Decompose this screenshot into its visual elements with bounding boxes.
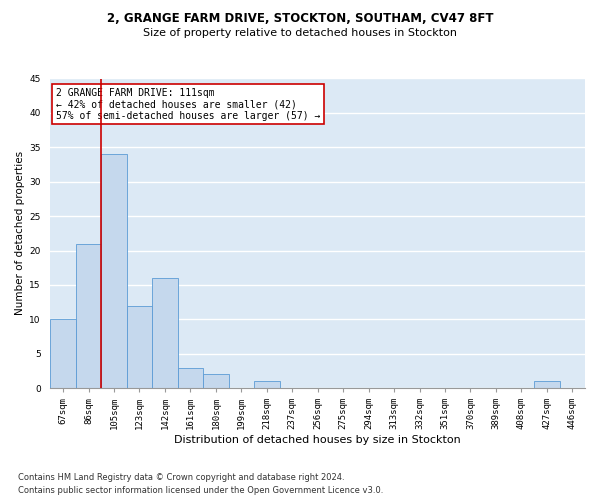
Bar [534,382,560,388]
Bar [254,382,280,388]
Text: Contains public sector information licensed under the Open Government Licence v3: Contains public sector information licen… [18,486,383,495]
Bar [50,320,76,388]
Bar [76,244,101,388]
Bar [101,154,127,388]
Text: Contains HM Land Registry data © Crown copyright and database right 2024.: Contains HM Land Registry data © Crown c… [18,474,344,482]
Text: 2 GRANGE FARM DRIVE: 111sqm
← 42% of detached houses are smaller (42)
57% of sem: 2 GRANGE FARM DRIVE: 111sqm ← 42% of det… [56,88,320,121]
Y-axis label: Number of detached properties: Number of detached properties [15,152,25,316]
Text: Size of property relative to detached houses in Stockton: Size of property relative to detached ho… [143,28,457,38]
Bar [127,306,152,388]
X-axis label: Distribution of detached houses by size in Stockton: Distribution of detached houses by size … [175,435,461,445]
Bar [178,368,203,388]
Text: 2, GRANGE FARM DRIVE, STOCKTON, SOUTHAM, CV47 8FT: 2, GRANGE FARM DRIVE, STOCKTON, SOUTHAM,… [107,12,493,26]
Bar [203,374,229,388]
Bar [152,278,178,388]
